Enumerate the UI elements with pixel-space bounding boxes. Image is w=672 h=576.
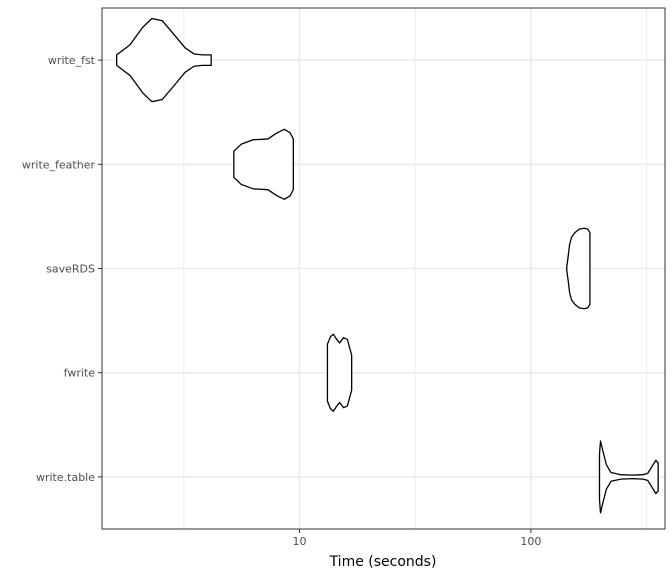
- violin-write-fst: [116, 17, 212, 103]
- x-axis: 10 100: [293, 529, 541, 548]
- x-tick-label-0: 10: [293, 535, 307, 548]
- violin-fwrite: [326, 333, 353, 412]
- x-axis-title: Time (seconds): [329, 554, 437, 570]
- x-tick-label-1: 100: [520, 535, 541, 548]
- y-tick-label-4: write.table: [36, 471, 95, 484]
- violin-saveRDS: [566, 227, 591, 310]
- y-tick-label-2: saveRDS: [46, 263, 95, 276]
- y-tick-label-1: write_feather: [22, 158, 96, 171]
- y-tick-label-3: fwrite: [64, 367, 96, 380]
- violin-layer: [116, 17, 659, 514]
- violin-write-feather: [233, 128, 294, 200]
- y-axis: write_fst write_feather saveRDS fwrite write…: [22, 54, 102, 484]
- violin-write-table: [598, 440, 659, 514]
- y-tick-label-0: write_fst: [48, 54, 96, 67]
